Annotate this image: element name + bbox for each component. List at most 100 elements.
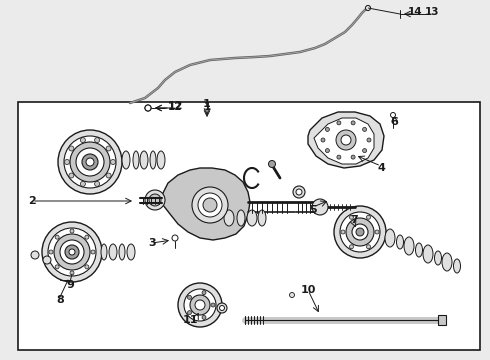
Text: 9: 9 bbox=[66, 280, 74, 290]
Text: 4: 4 bbox=[377, 163, 385, 173]
Circle shape bbox=[145, 105, 151, 111]
Ellipse shape bbox=[416, 243, 422, 257]
Ellipse shape bbox=[385, 229, 395, 247]
Circle shape bbox=[184, 289, 216, 321]
Circle shape bbox=[269, 161, 275, 167]
Circle shape bbox=[106, 146, 111, 151]
Circle shape bbox=[356, 228, 364, 236]
Circle shape bbox=[149, 194, 161, 206]
Polygon shape bbox=[308, 112, 384, 168]
Text: 6: 6 bbox=[390, 117, 398, 127]
Circle shape bbox=[290, 292, 294, 297]
Circle shape bbox=[55, 235, 59, 239]
Circle shape bbox=[65, 245, 79, 259]
Circle shape bbox=[340, 212, 380, 252]
Circle shape bbox=[86, 158, 94, 166]
Ellipse shape bbox=[396, 235, 403, 249]
Circle shape bbox=[337, 155, 341, 159]
Ellipse shape bbox=[258, 210, 266, 226]
Circle shape bbox=[220, 306, 224, 310]
Circle shape bbox=[69, 249, 75, 255]
Circle shape bbox=[48, 228, 96, 276]
Bar bbox=[18, 102, 480, 350]
Text: 1: 1 bbox=[203, 99, 211, 109]
Text: 10: 10 bbox=[300, 285, 316, 295]
Ellipse shape bbox=[247, 210, 257, 226]
Bar bbox=[438, 315, 446, 325]
Ellipse shape bbox=[404, 237, 414, 255]
Circle shape bbox=[54, 234, 90, 270]
Circle shape bbox=[391, 113, 395, 117]
Circle shape bbox=[80, 181, 85, 186]
Ellipse shape bbox=[133, 151, 139, 169]
Circle shape bbox=[188, 295, 192, 300]
Circle shape bbox=[352, 224, 368, 240]
Circle shape bbox=[145, 105, 151, 111]
Ellipse shape bbox=[157, 151, 165, 169]
Ellipse shape bbox=[224, 210, 234, 226]
Circle shape bbox=[217, 303, 227, 313]
Ellipse shape bbox=[435, 251, 441, 265]
Polygon shape bbox=[314, 118, 374, 164]
Circle shape bbox=[145, 190, 165, 210]
Ellipse shape bbox=[119, 244, 125, 260]
Circle shape bbox=[58, 130, 122, 194]
Circle shape bbox=[55, 265, 59, 269]
Circle shape bbox=[351, 155, 355, 159]
Circle shape bbox=[42, 222, 102, 282]
Circle shape bbox=[69, 146, 74, 151]
Circle shape bbox=[375, 230, 379, 234]
Text: 8: 8 bbox=[56, 295, 64, 305]
Circle shape bbox=[198, 193, 222, 217]
Circle shape bbox=[336, 130, 356, 150]
Circle shape bbox=[202, 315, 206, 319]
Circle shape bbox=[178, 283, 222, 327]
Circle shape bbox=[82, 154, 98, 170]
Circle shape bbox=[363, 127, 367, 131]
Circle shape bbox=[367, 138, 371, 142]
Circle shape bbox=[341, 135, 351, 145]
Circle shape bbox=[172, 235, 178, 241]
Circle shape bbox=[95, 181, 99, 186]
Circle shape bbox=[70, 142, 110, 182]
Circle shape bbox=[31, 251, 39, 259]
Text: 5: 5 bbox=[309, 205, 317, 215]
Circle shape bbox=[91, 250, 95, 254]
Circle shape bbox=[190, 295, 210, 315]
Ellipse shape bbox=[122, 151, 130, 169]
Circle shape bbox=[366, 5, 370, 10]
Circle shape bbox=[49, 250, 53, 254]
Circle shape bbox=[80, 138, 85, 143]
Circle shape bbox=[60, 240, 84, 264]
Ellipse shape bbox=[109, 244, 117, 260]
Text: 12: 12 bbox=[168, 102, 182, 112]
Circle shape bbox=[312, 199, 328, 215]
Circle shape bbox=[70, 271, 74, 275]
Ellipse shape bbox=[454, 259, 461, 273]
Circle shape bbox=[293, 186, 305, 198]
Circle shape bbox=[106, 173, 111, 178]
Circle shape bbox=[85, 265, 89, 269]
Text: 11: 11 bbox=[182, 315, 198, 325]
Ellipse shape bbox=[237, 210, 245, 226]
Ellipse shape bbox=[140, 151, 148, 169]
Circle shape bbox=[321, 138, 325, 142]
Circle shape bbox=[211, 303, 215, 307]
Circle shape bbox=[70, 229, 74, 233]
Text: 1: 1 bbox=[203, 102, 211, 112]
Circle shape bbox=[367, 245, 370, 249]
Text: 7: 7 bbox=[350, 215, 358, 225]
Ellipse shape bbox=[127, 244, 135, 260]
Circle shape bbox=[202, 291, 206, 294]
Text: 14: 14 bbox=[408, 7, 422, 17]
Ellipse shape bbox=[101, 244, 107, 260]
Circle shape bbox=[188, 311, 192, 315]
Circle shape bbox=[334, 206, 386, 258]
Circle shape bbox=[85, 235, 89, 239]
Circle shape bbox=[341, 230, 345, 234]
Circle shape bbox=[349, 245, 353, 249]
Circle shape bbox=[95, 138, 99, 143]
Circle shape bbox=[296, 189, 302, 195]
Circle shape bbox=[69, 173, 74, 178]
Circle shape bbox=[367, 215, 370, 219]
